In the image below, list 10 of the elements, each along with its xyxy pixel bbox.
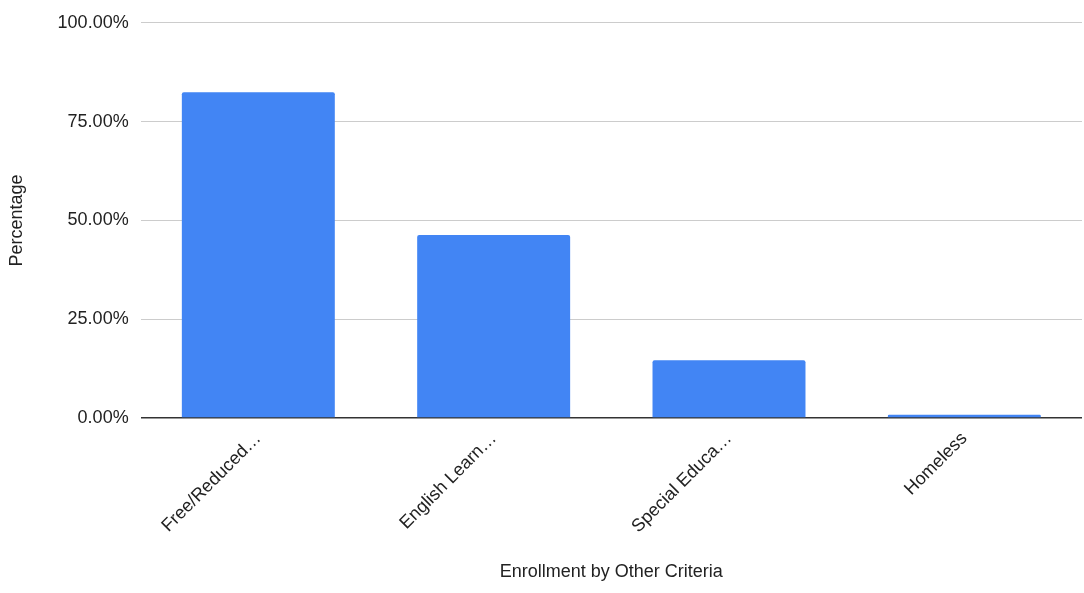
y-tick-label: 0.00% [77, 407, 129, 427]
bar [652, 360, 806, 418]
bar [181, 92, 335, 418]
y-tick-label: 25.00% [67, 308, 129, 329]
bar [417, 235, 571, 418]
y-tick-label: 75.00% [67, 110, 129, 131]
y-axis-title: Percentage [5, 174, 26, 267]
y-tick-label: 100.00% [57, 11, 129, 32]
y-tick-label: 50.00% [67, 209, 129, 230]
x-axis-title: Enrollment by Other Criteria [499, 561, 724, 582]
